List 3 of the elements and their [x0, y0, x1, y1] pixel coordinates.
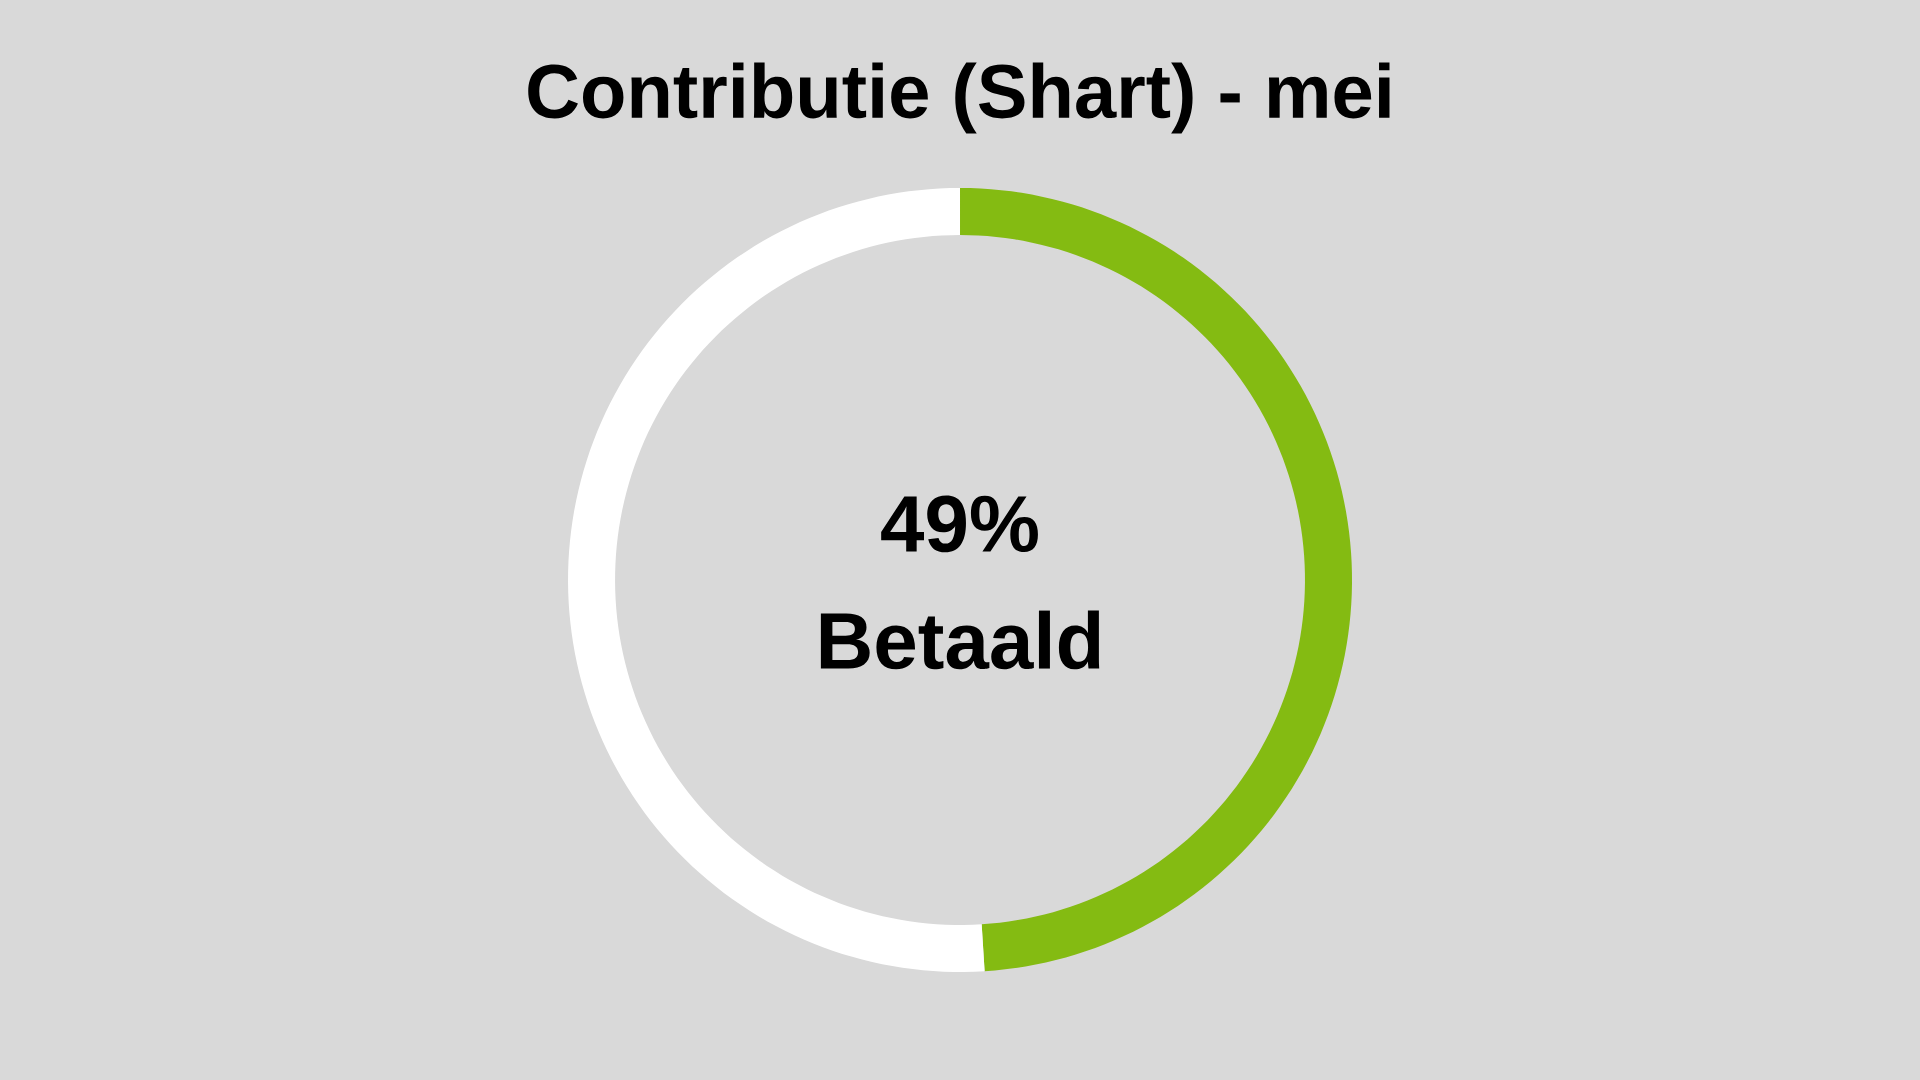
chart-title: Contributie (Shart) - mei — [528, 62, 1390, 134]
text: 49% — [881, 495, 1038, 553]
text: Betaald — [820, 610, 1100, 670]
